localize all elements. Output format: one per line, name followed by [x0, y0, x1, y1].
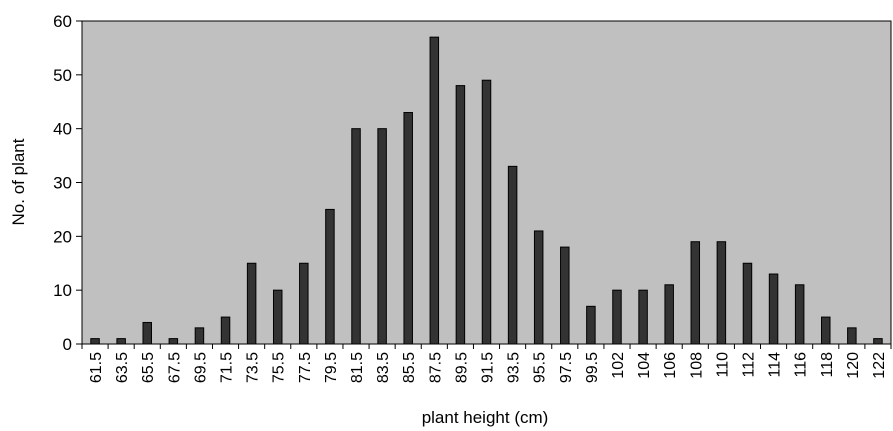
bar: [768, 273, 779, 345]
x-tick-label: 95.5: [532, 352, 549, 383]
y-tick-label: 30: [53, 174, 72, 193]
y-axis-label: No. of plant: [9, 138, 28, 225]
bar: [481, 79, 492, 345]
bar: [847, 327, 857, 345]
x-tick-label: 93.5: [506, 352, 523, 383]
x-tick-label: 73.5: [245, 352, 262, 383]
bar: [742, 262, 753, 345]
bar: [220, 316, 231, 345]
bar: [325, 208, 335, 345]
x-tick-label: 69.5: [192, 352, 209, 383]
x-tick-label: 65.5: [140, 352, 157, 383]
y-tick-label: 60: [53, 12, 72, 31]
bar: [664, 284, 674, 345]
y-tick-label: 10: [53, 281, 72, 300]
bar: [299, 262, 309, 345]
bar: [873, 338, 883, 345]
x-tick-label: 63.5: [114, 352, 131, 383]
y-axis: 0 10 20 30 40 50 60: [53, 12, 82, 354]
x-tick-label: 85.5: [401, 352, 418, 383]
x-tick-label: 99.5: [584, 352, 601, 383]
x-tick-label: 67.5: [166, 352, 183, 383]
x-tick-label: 77.5: [297, 352, 314, 383]
bar: [272, 289, 283, 345]
x-tick-label: 81.5: [349, 352, 366, 383]
x-tick-label: 91.5: [480, 352, 497, 383]
bar: [246, 262, 257, 345]
x-tick-label: 87.5: [427, 352, 444, 383]
bar: [794, 284, 805, 345]
y-tick-label: 0: [63, 335, 72, 354]
x-tick-label: 112: [740, 352, 757, 378]
x-tick-label: 79.5: [323, 352, 340, 383]
x-axis-label: plant height (cm): [422, 408, 549, 427]
x-tick-label: 120: [845, 352, 862, 379]
bar: [533, 230, 544, 345]
bar: [90, 338, 100, 345]
x-tick-label: 122: [871, 352, 888, 379]
bar: [821, 316, 831, 345]
bar: [116, 338, 126, 345]
y-tick-label: 20: [53, 227, 72, 246]
x-tick-label: 75.5: [271, 352, 288, 383]
bar: [638, 289, 648, 345]
bar: [168, 338, 179, 345]
bar: [586, 305, 596, 345]
bar: [403, 112, 413, 345]
bar: [612, 289, 622, 345]
bar: [507, 165, 518, 345]
x-tick-label: 106: [662, 352, 679, 379]
bar: [716, 241, 727, 345]
bar: [429, 36, 440, 345]
bar: [194, 327, 205, 345]
x-tick-label: 110: [714, 352, 731, 378]
x-tick-label: 97.5: [558, 352, 575, 383]
x-tick-label: 104: [636, 352, 653, 379]
bar: [377, 128, 387, 345]
bar: [351, 128, 361, 345]
x-tick-label: 118: [819, 352, 836, 378]
bar: [690, 241, 701, 345]
x-tick-label: 102: [610, 352, 627, 379]
x-axis: 61.5 63.5 65.5 67.5 69.5 71.5 73.5 75.5 77.5 79.5…: [81, 344, 892, 383]
y-tick-label: 50: [53, 66, 72, 85]
x-tick-label: 61.5: [88, 352, 105, 383]
bar: [142, 321, 152, 345]
x-tick-label: 116: [793, 352, 810, 378]
bar: [560, 246, 570, 345]
bar: [455, 85, 466, 345]
y-tick-label: 40: [53, 120, 72, 139]
x-tick-label: 108: [688, 352, 705, 379]
x-tick-label: 114: [767, 352, 784, 378]
x-tick-label: 89.5: [453, 352, 470, 383]
bar-series: [90, 36, 883, 345]
x-tick-label: 71.5: [219, 352, 236, 383]
x-tick-label: 83.5: [375, 352, 392, 383]
